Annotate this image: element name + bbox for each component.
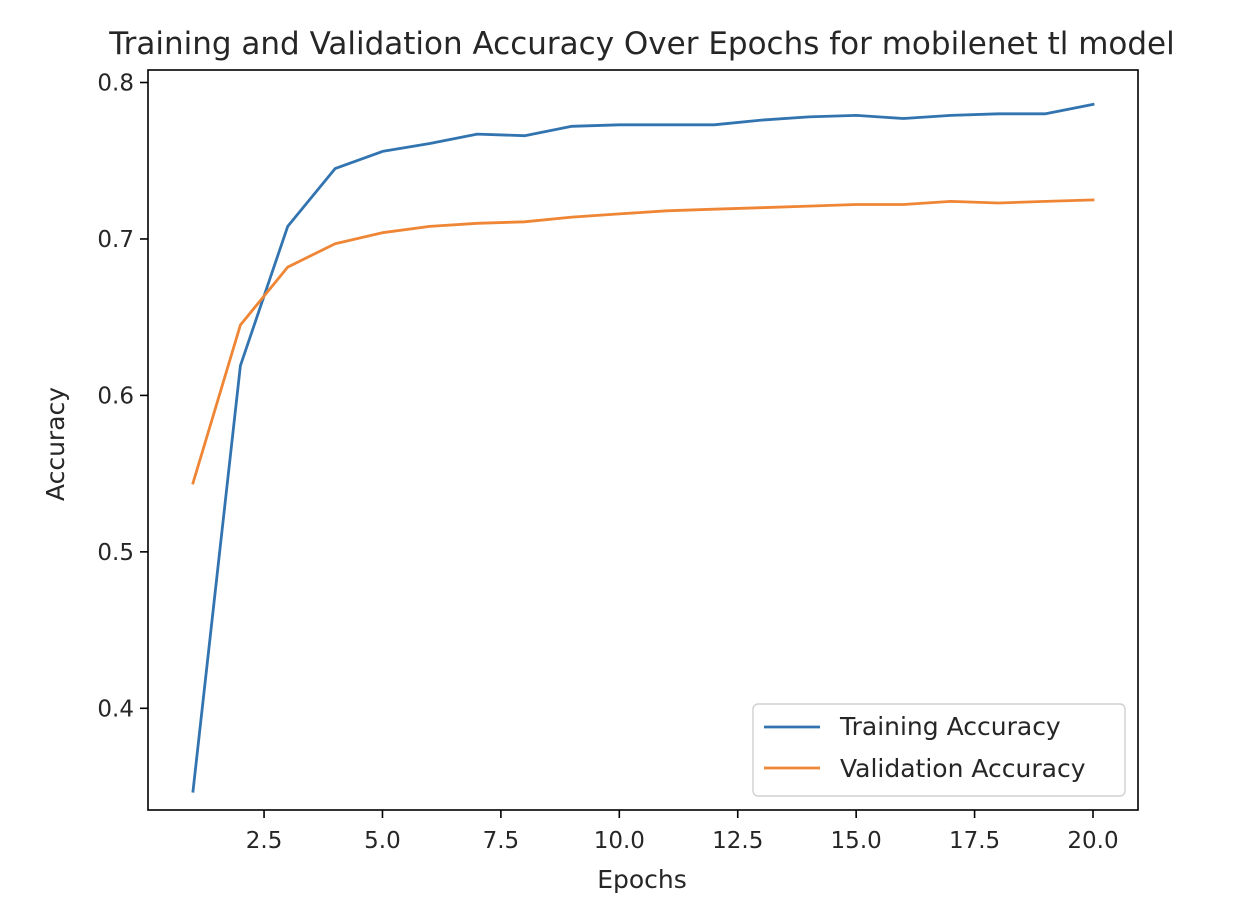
x-tick-label: 12.5 <box>712 828 763 854</box>
x-tick-label: 2.5 <box>246 828 283 854</box>
y-tick-label: 0.7 <box>97 227 134 253</box>
x-tick-label: 17.5 <box>949 828 1000 854</box>
validation-accuracy-line <box>191 198 1095 485</box>
legend-label-training: Training Accuracy <box>839 712 1061 741</box>
legend-label-validation: Validation Accuracy <box>840 754 1086 783</box>
x-tick-label: 7.5 <box>483 828 520 854</box>
y-tick-label: 0.5 <box>97 540 134 566</box>
y-tick-label: 0.4 <box>97 696 134 722</box>
series-layer <box>191 102 1095 793</box>
x-tick-label: 10.0 <box>594 828 645 854</box>
plot-area-frame <box>147 69 1139 811</box>
legend: Training Accuracy Validation Accuracy <box>752 703 1126 797</box>
y-axis-label: Accuracy <box>41 387 70 501</box>
legend-box <box>752 703 1126 797</box>
y-tick-label: 0.8 <box>97 71 134 97</box>
x-axis-ticks: 2.5 5.0 7.5 10.0 12.5 15.0 17.5 20.0 <box>246 810 1119 854</box>
x-tick-label: 5.0 <box>364 828 401 854</box>
x-tick-label: 15.0 <box>831 828 882 854</box>
chart-title: Training and Validation Accuracy Over Ep… <box>108 26 1175 62</box>
x-axis-label: Epochs <box>597 865 687 894</box>
y-tick-label: 0.6 <box>97 383 134 409</box>
training-accuracy-line <box>191 102 1095 793</box>
y-axis-ticks: 0.4 0.5 0.6 0.7 0.8 <box>97 71 148 722</box>
x-tick-label: 20.0 <box>1067 828 1118 854</box>
